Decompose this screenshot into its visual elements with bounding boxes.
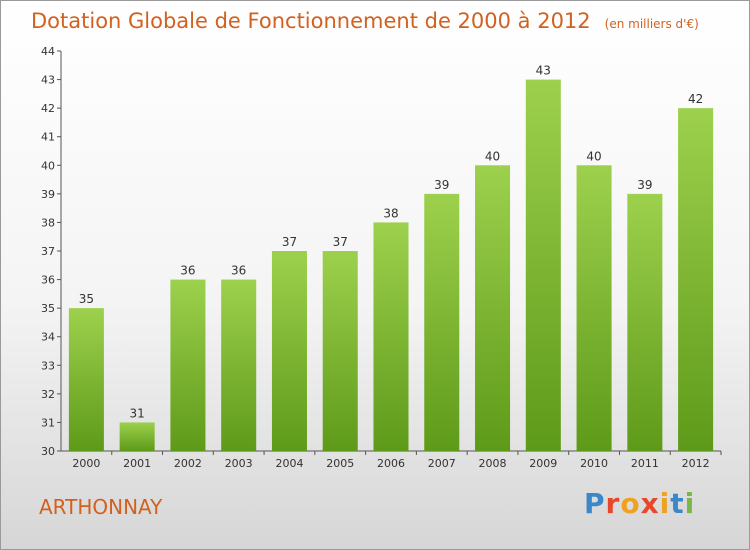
data-label: 36 <box>231 264 246 278</box>
logo-letter: o <box>620 487 641 520</box>
x-tick-label: 2010 <box>580 457 608 470</box>
data-label: 42 <box>688 92 703 106</box>
y-tick-label: 42 <box>41 102 55 115</box>
x-tick-label: 2003 <box>225 457 253 470</box>
bar <box>678 108 714 452</box>
bar <box>525 79 561 452</box>
bar <box>475 165 511 452</box>
logo-letter: i <box>659 487 671 520</box>
y-tick-label: 34 <box>41 331 55 344</box>
logo-letter: t <box>670 487 685 520</box>
x-tick-label: 2006 <box>377 457 405 470</box>
chart-title: Dotation Globale de Fonctionnement de 20… <box>31 9 699 33</box>
bar <box>119 422 155 451</box>
bar <box>576 165 612 452</box>
x-tick-label: 2005 <box>326 457 354 470</box>
y-tick-label: 44 <box>41 45 55 58</box>
data-label: 43 <box>536 64 551 78</box>
data-label: 40 <box>586 149 601 163</box>
y-tick-label: 41 <box>41 131 55 144</box>
bar <box>373 222 409 451</box>
data-label: 35 <box>79 292 94 306</box>
data-label: 36 <box>180 264 195 278</box>
logo-letter: x <box>640 487 660 520</box>
x-tick-label: 2009 <box>529 457 557 470</box>
proxiti-logo: Proxiti <box>584 487 695 520</box>
data-label: 39 <box>637 178 652 192</box>
y-tick-label: 33 <box>41 359 55 372</box>
bar <box>170 279 206 451</box>
x-tick-label: 2002 <box>174 457 202 470</box>
bar <box>68 308 104 451</box>
bar <box>424 193 460 451</box>
y-tick-label: 40 <box>41 159 55 172</box>
data-label: 37 <box>282 235 297 249</box>
commune-name: ARTHONNAY <box>39 495 163 519</box>
logo-letter: P <box>584 487 606 520</box>
bar <box>221 279 257 451</box>
y-tick-label: 31 <box>41 416 55 429</box>
bar <box>627 193 663 451</box>
y-tick-label: 36 <box>41 274 55 287</box>
value-labels: 35 31 36 36 37 37 38 39 40 43 40 39 42 <box>79 64 704 421</box>
x-tick-label: 2008 <box>479 457 507 470</box>
data-label: 31 <box>130 406 145 420</box>
data-label: 37 <box>333 235 348 249</box>
y-tick-label: 38 <box>41 216 55 229</box>
chart-subtitle: (en milliers d'€) <box>604 17 699 31</box>
data-label: 38 <box>383 206 398 220</box>
y-tick-label: 39 <box>41 188 55 201</box>
y-tick-label: 32 <box>41 388 55 401</box>
title-text: Dotation Globale de Fonctionnement de 20… <box>31 9 591 33</box>
logo-letter: r <box>605 487 621 520</box>
data-label: 39 <box>434 178 449 192</box>
data-label: 40 <box>485 149 500 163</box>
y-tick-label: 43 <box>41 74 55 87</box>
y-tick-label: 35 <box>41 302 55 315</box>
y-tick-label: 30 <box>41 445 55 458</box>
x-tick-label: 2000 <box>72 457 100 470</box>
y-tick-label: 37 <box>41 245 55 258</box>
bar <box>271 251 307 451</box>
axes: 30 31 32 33 34 35 36 37 38 39 40 41 42 43 44 2000 2001 20… <box>41 45 722 470</box>
x-tick-label: 2012 <box>682 457 710 470</box>
x-tick-label: 2007 <box>428 457 456 470</box>
x-tick-label: 2011 <box>631 457 659 470</box>
x-tick-label: 2004 <box>275 457 303 470</box>
bars <box>68 79 714 452</box>
logo-letter: i <box>684 487 696 520</box>
bar <box>322 251 358 451</box>
x-tick-label: 2001 <box>123 457 151 470</box>
